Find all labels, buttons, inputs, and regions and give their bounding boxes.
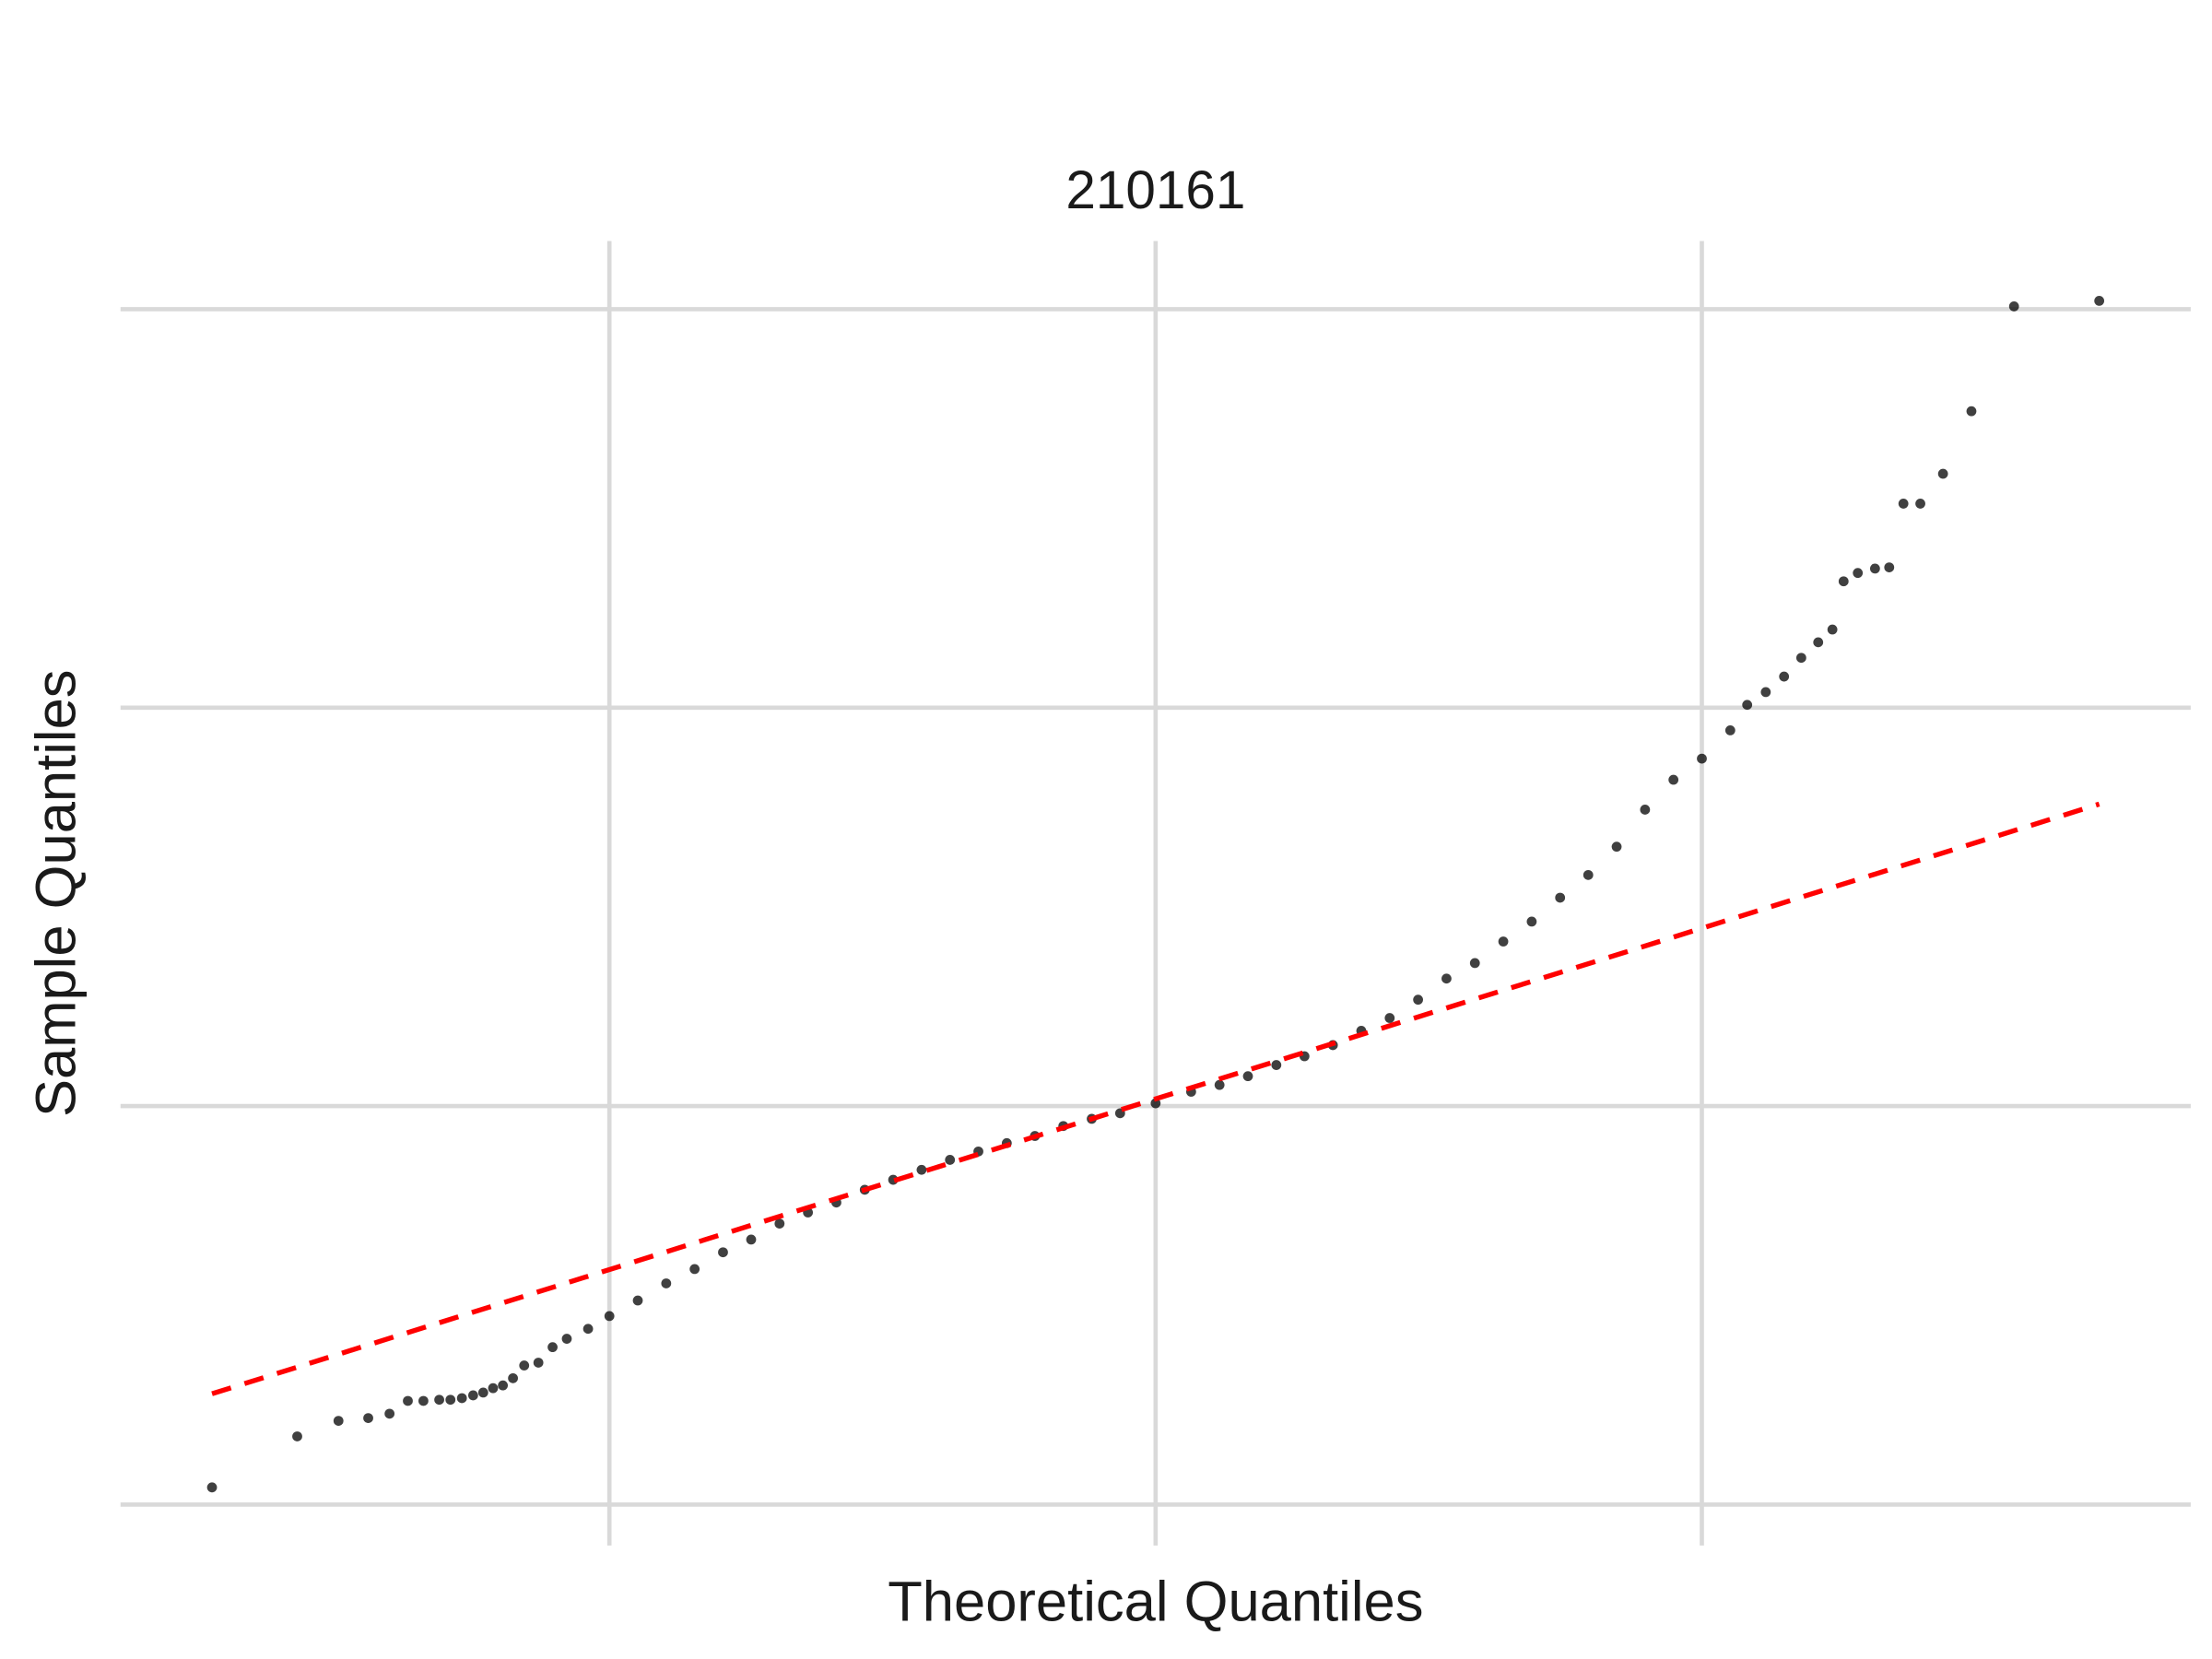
point [689, 1264, 700, 1275]
point [456, 1393, 467, 1404]
point [1441, 973, 1452, 984]
point [1795, 653, 1806, 664]
point [1724, 725, 1735, 735]
point [488, 1382, 499, 1394]
point [561, 1334, 572, 1344]
point [206, 1482, 218, 1493]
point [333, 1416, 344, 1426]
point [582, 1324, 594, 1335]
point [1555, 892, 1566, 903]
point [547, 1342, 558, 1353]
point [1611, 841, 1622, 853]
point [467, 1390, 478, 1401]
point [661, 1278, 672, 1288]
point [1498, 936, 1509, 947]
point [1271, 1060, 1282, 1070]
point [1853, 568, 1864, 579]
x-axis-label: Theoretical Quantiles [888, 1570, 1423, 1633]
point [1583, 869, 1594, 880]
point [2094, 296, 2105, 306]
point [508, 1372, 518, 1383]
point [1384, 1013, 1395, 1023]
point [477, 1387, 488, 1398]
point [1697, 753, 1707, 764]
point [1526, 916, 1537, 927]
reference-line [211, 801, 2100, 1396]
point [945, 1155, 956, 1165]
point [1214, 1079, 1225, 1090]
point [916, 1164, 927, 1175]
point [1413, 994, 1424, 1006]
point [632, 1295, 643, 1306]
point [1813, 637, 1824, 648]
point [434, 1394, 444, 1406]
point [1779, 671, 1790, 682]
y-axis-label: Sample Quantiles [25, 669, 88, 1117]
point [533, 1358, 544, 1368]
point [2008, 301, 2019, 312]
point [1884, 562, 1895, 572]
point [1760, 687, 1771, 698]
point [1640, 805, 1651, 815]
point [1150, 1098, 1161, 1109]
point [519, 1360, 530, 1371]
point [1469, 958, 1480, 969]
point [1966, 406, 1977, 417]
point [384, 1408, 395, 1419]
chart-title: 210161 [1065, 160, 1245, 220]
point [445, 1394, 456, 1406]
point [774, 1218, 785, 1230]
point [1915, 499, 1925, 509]
point [718, 1247, 728, 1258]
point [1668, 774, 1679, 785]
point [1242, 1071, 1253, 1082]
point [1898, 499, 1909, 509]
point [498, 1380, 509, 1391]
point [604, 1311, 615, 1322]
point [1937, 468, 1948, 479]
point [403, 1395, 413, 1406]
point [418, 1395, 429, 1406]
point [1838, 576, 1849, 587]
point [292, 1431, 302, 1441]
point [1827, 624, 1838, 635]
point [363, 1413, 373, 1423]
point [1742, 700, 1753, 711]
point [1869, 563, 1880, 574]
point [746, 1234, 757, 1245]
